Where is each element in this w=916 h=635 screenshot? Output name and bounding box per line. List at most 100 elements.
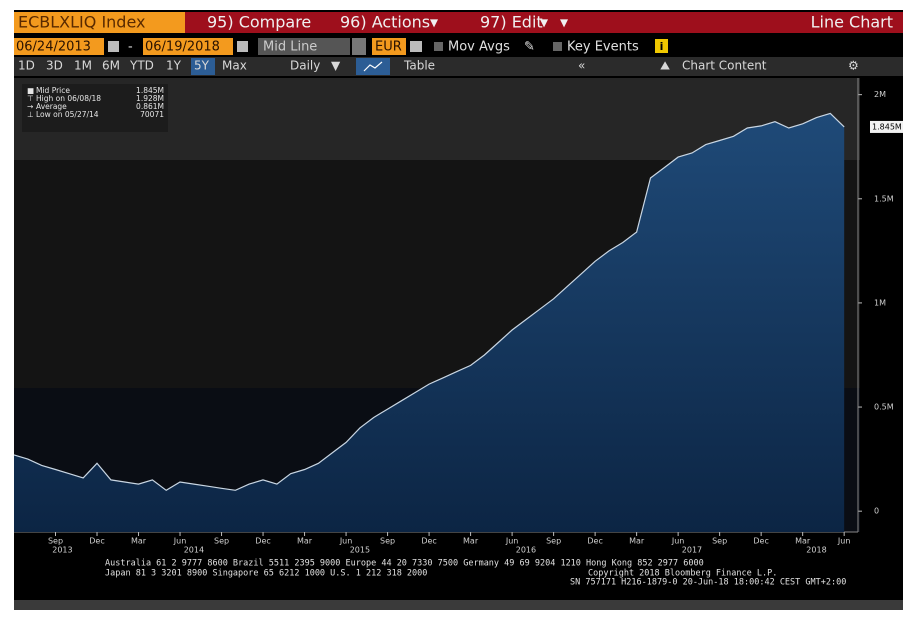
start-date-field[interactable] [14, 38, 104, 55]
more-caret[interactable]: ▾ [560, 13, 568, 32]
y-tick-label: 1.5M [874, 194, 894, 203]
pencil-icon[interactable]: ✎ [524, 40, 535, 55]
x-tick-label: Mar [463, 537, 479, 546]
footer-line: Copyright 2018 Bloomberg Finance L.P. [588, 569, 777, 579]
status-bar [14, 600, 903, 610]
end-date-field[interactable] [143, 38, 233, 55]
start-date[interactable]: 06/24/2013 [16, 40, 91, 55]
x-tick-label: Dec [255, 537, 270, 546]
x-tick-label: Jun [671, 537, 685, 546]
legend-glyph: ⊥ [27, 110, 34, 119]
y-tick-label: 2M [874, 90, 886, 99]
edit-menu[interactable]: 97) Edit [480, 13, 543, 32]
mov-avgs[interactable]: Mov Avgs [448, 40, 510, 55]
frequency[interactable]: Daily [290, 59, 320, 73]
x-tick-label: Dec [753, 537, 768, 546]
x-tick-label: Mar [297, 537, 313, 546]
x-tick-label: Jun [505, 537, 519, 546]
price-line [13, 112, 845, 492]
legend-value: 1.845M [136, 86, 164, 95]
legend-value: 0.861M [136, 102, 164, 111]
legend-label: Low on 05/27/14 [36, 110, 99, 119]
last-value-label: 1.845M [872, 122, 902, 131]
menu-bar [185, 12, 903, 33]
toolbar [14, 57, 903, 76]
x-tick-label: Sep [712, 537, 727, 546]
legend: ■ Mid Price 1.845M ⊤ High on 06/08/18 1.928M →… [27, 86, 164, 119]
chart-icon [363, 61, 383, 72]
table-button[interactable]: Table [403, 59, 435, 73]
legend-glyph: → [27, 102, 33, 111]
year-label: 2016 [516, 546, 536, 555]
checkbox[interactable] [553, 42, 562, 51]
key-events[interactable]: Key Events [567, 40, 639, 55]
checkbox[interactable] [434, 42, 443, 51]
legend-value: 1.928M [136, 94, 164, 103]
field-select[interactable] [258, 38, 350, 55]
collapse-button[interactable]: « [578, 59, 585, 73]
legend-label: High on 06/08/18 [36, 94, 101, 103]
settings-icon[interactable]: ⚙ [848, 59, 859, 73]
x-tick-label: Sep [546, 537, 561, 546]
date-dash: - [128, 40, 133, 55]
actions-caret[interactable]: ▾ [430, 13, 438, 32]
year-label: 2018 [806, 546, 826, 555]
last-value-tag [870, 120, 903, 133]
range-button[interactable]: 1D [18, 59, 35, 73]
x-tick-label: Mar [629, 537, 645, 546]
frequency-caret[interactable]: ▼ [331, 59, 341, 73]
range-button[interactable]: 1Y [166, 59, 182, 73]
range-button[interactable]: 5Y [194, 59, 210, 73]
range-button[interactable]: YTD [129, 59, 154, 73]
x-tick-label: Jun [173, 537, 187, 546]
area-fill [14, 113, 845, 533]
year-label: 2014 [184, 546, 204, 555]
x-tick-label: Mar [795, 537, 811, 546]
legend-glyph: ■ [27, 86, 34, 95]
x-tick-label: Jun [837, 537, 851, 546]
year-label: 2013 [52, 546, 72, 555]
x-tick-label: Dec [587, 537, 602, 546]
plot: 0 0.5M 1M 1.5M 2M Sep Dec Mar Jun Sep Dec Mar Jun Sep… [13, 78, 903, 555]
calendar-icon[interactable] [237, 41, 248, 52]
currency[interactable]: EUR [375, 40, 402, 55]
y-tick-label: 0.5M [874, 403, 894, 412]
edit-caret[interactable]: ▾ [540, 13, 548, 32]
legend-box [22, 84, 168, 132]
currency-caret[interactable] [410, 41, 422, 52]
view-name: Line Chart [811, 13, 893, 32]
range-button[interactable]: 6M [102, 59, 120, 73]
currency-field[interactable] [372, 38, 406, 55]
footer-line: SN 757171 H216-1879-0 20-Jun-18 18:00:42… [570, 578, 846, 588]
y-tick-label: 1M [874, 298, 886, 307]
range-button[interactable]: 1M [74, 59, 92, 73]
active-range [191, 58, 215, 75]
info-glyph: i [660, 40, 664, 53]
chart-content[interactable]: Chart Content [682, 59, 767, 73]
security-field[interactable] [14, 12, 185, 33]
field[interactable]: Mid Line [263, 40, 317, 55]
legend-label: Average [36, 102, 67, 111]
legend-glyph: ⊤ [27, 94, 34, 103]
info-icon[interactable] [655, 39, 668, 53]
range-button[interactable]: 3D [46, 59, 63, 73]
year-label: 2015 [350, 546, 370, 555]
legend-value: 70071 [140, 110, 164, 119]
actions-menu[interactable]: 96) Actions [340, 13, 430, 32]
y-tick-label: 0 [874, 507, 879, 516]
x-tick-label: Mar [131, 537, 147, 546]
footer-line: Australia 61 2 9777 8600 Brazil 5511 239… [105, 559, 704, 569]
x-tick-label: Dec [421, 537, 436, 546]
calendar-icon[interactable] [108, 41, 119, 52]
x-tick-label: Dec [89, 537, 104, 546]
field-caret[interactable] [352, 38, 366, 55]
security[interactable]: ECBLXLIQ Index [18, 13, 146, 32]
legend-label: Mid Price [36, 86, 70, 95]
compare-menu[interactable]: 95) Compare [207, 13, 311, 32]
x-tick-label: Sep [214, 537, 229, 546]
end-date[interactable]: 06/19/2018 [145, 40, 220, 55]
range-button[interactable]: Max [222, 59, 247, 73]
chart-content-icon[interactable]: ⛰ [660, 59, 670, 73]
x-tick-label: Jun [339, 537, 353, 546]
